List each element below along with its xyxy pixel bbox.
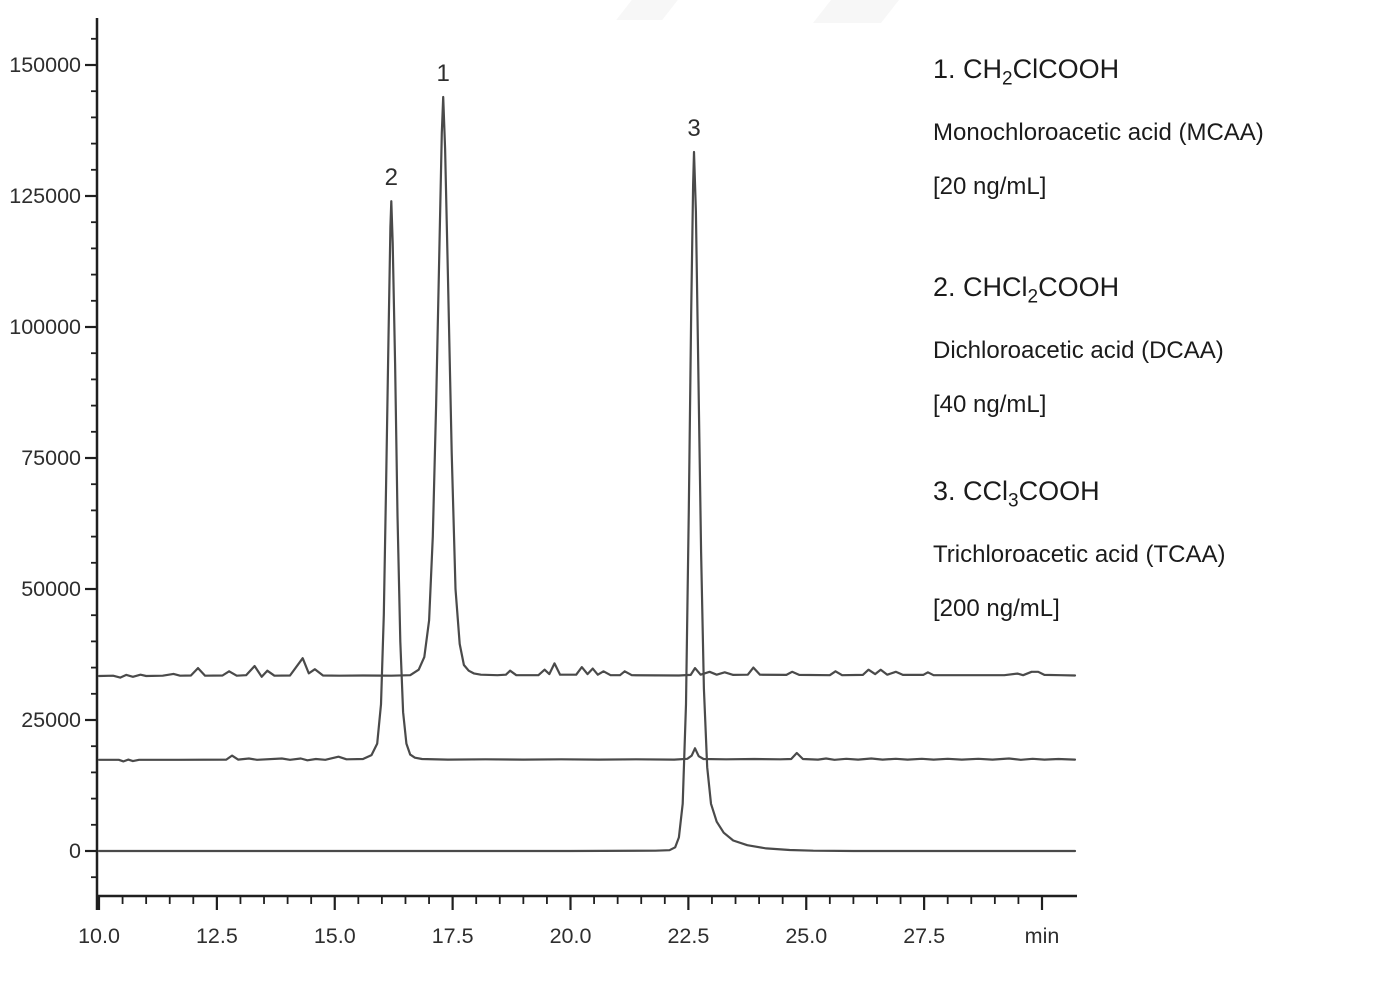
x-axis-tick-label: 27.5 (903, 924, 945, 948)
formula-text: COOH (1018, 476, 1100, 506)
legend-item-tcaa: 3. CCl3COOH Trichloroacetic acid (TCAA) … (933, 464, 1226, 636)
formula-subscript: 3 (1008, 490, 1019, 512)
x-axis-tick-label: 20.0 (550, 924, 592, 948)
compound-name: Dichloroacetic acid (DCAA) (933, 337, 1224, 365)
y-axis-tick-label: 50000 (21, 577, 81, 601)
y-axis-tick-label: 75000 (21, 446, 81, 470)
compound-concentration: [40 ng/mL] (933, 391, 1047, 419)
formula-text: 3. CCl (933, 476, 1009, 506)
formula-text: ClCOOH (1012, 54, 1120, 84)
x-axis-tick-label: 22.5 (667, 924, 709, 948)
legend-item-mcaa: 1. CH2ClCOOH Monochloroacetic acid (MCAA… (933, 42, 1264, 214)
y-axis-tick-label: 0 (69, 839, 81, 863)
trace-dcaa (97, 200, 1077, 763)
formula-subscript: 2 (1027, 286, 1039, 308)
legend-item-dcaa: 2. CHCl2COOH Dichloroacetic acid (DCAA) … (933, 260, 1224, 432)
peak-number-label: 3 (687, 115, 700, 142)
x-axis-unit-label: min (1025, 924, 1060, 948)
y-axis-tick-label: 150000 (9, 53, 81, 77)
legend-formula: 2. CHCl2COOH (933, 260, 1224, 324)
legend-formula: 1. CH2ClCOOH (933, 42, 1264, 106)
compound-name: Monochloroacetic acid (MCAA) (933, 119, 1264, 147)
peak-number-label: 2 (385, 164, 398, 191)
formula-text: 2. CHCl (933, 272, 1028, 302)
x-axis-tick-label: 15.0 (314, 924, 356, 948)
formula-text: 1. CH (933, 54, 1003, 84)
x-axis-tick-label: 25.0 (785, 924, 827, 948)
y-axis-tick-label: 25000 (21, 708, 81, 732)
x-axis-tick-label: 12.5 (196, 924, 238, 948)
trace-tcaa (97, 150, 1077, 853)
peak-number-label: 1 (437, 60, 450, 87)
y-axis-tick-label: 125000 (9, 184, 81, 208)
formula-text: COOH (1038, 272, 1120, 302)
compound-concentration: [20 ng/mL] (933, 173, 1047, 201)
compound-concentration: [200 ng/mL] (933, 595, 1060, 623)
legend-formula: 3. CCl3COOH (933, 464, 1226, 528)
y-axis-tick-label: 100000 (9, 315, 81, 339)
x-axis-tick-label: 10.0 (78, 924, 120, 948)
formula-subscript: 2 (1002, 68, 1013, 90)
trace-mcaa (97, 95, 1077, 679)
compound-name: Trichloroacetic acid (TCAA) (933, 541, 1226, 569)
x-axis-tick-label: 17.5 (432, 924, 474, 948)
